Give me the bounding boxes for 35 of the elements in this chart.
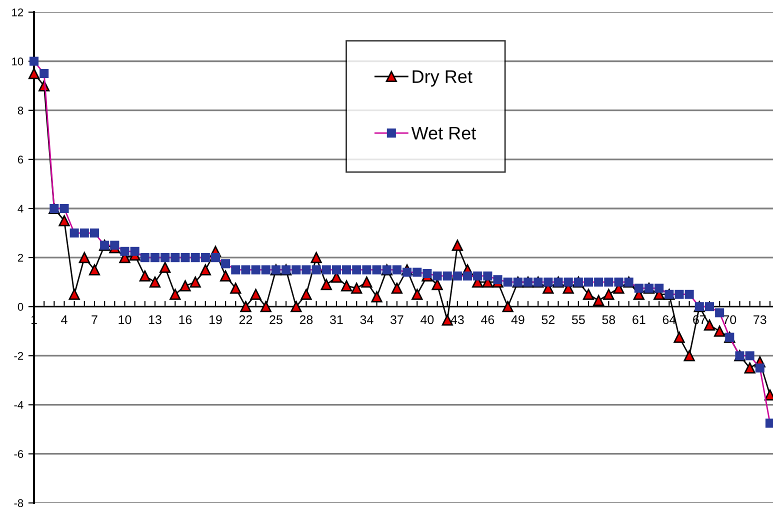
x-tick-label: 46 (481, 315, 494, 324)
y-tick-label: -2 (14, 352, 24, 360)
y-tick-label: 4 (18, 204, 24, 213)
legend-label: Wet Ret (411, 126, 476, 140)
x-tick-label: 25 (270, 315, 282, 324)
y-tick-label: 12 (12, 8, 24, 16)
x-tick-label: 61 (632, 315, 646, 324)
y-tick-label: 0 (18, 302, 24, 311)
x-tick-label: 52 (542, 315, 555, 324)
x-tick-label: 4 (61, 315, 68, 324)
x-tick-label: 37 (390, 315, 404, 324)
x-tick-label: 73 (754, 315, 766, 324)
x-tick-label: 13 (148, 315, 162, 324)
y-tick-label: -4 (14, 401, 24, 409)
x-tick-label: 34 (360, 315, 374, 324)
x-tick-label: 55 (572, 315, 585, 324)
legend-label: Dry Ret (412, 70, 472, 87)
x-tick-label: 40 (420, 315, 434, 324)
x-tick-label: 10 (118, 315, 132, 324)
x-tick-label: 19 (209, 315, 222, 324)
x-tick-label: 58 (602, 315, 616, 324)
x-tick-label: 28 (300, 315, 313, 324)
y-tick-label: 10 (12, 58, 24, 66)
x-tick-label: 22 (239, 315, 252, 324)
x-tick-label: 49 (511, 315, 524, 324)
x-tick-label: 70 (723, 315, 736, 324)
x-tick-label: 43 (450, 315, 464, 324)
x-tick-label: 7 (92, 315, 98, 324)
x-tick-label: 31 (330, 315, 343, 324)
y-tick-label: 6 (18, 156, 24, 164)
y-tick-label: 2 (18, 254, 24, 262)
y-tick-label: -8 (14, 499, 24, 508)
y-tick-label: -6 (14, 450, 24, 458)
x-tick-label: 16 (179, 315, 192, 324)
y-tick-label: 8 (18, 106, 24, 114)
